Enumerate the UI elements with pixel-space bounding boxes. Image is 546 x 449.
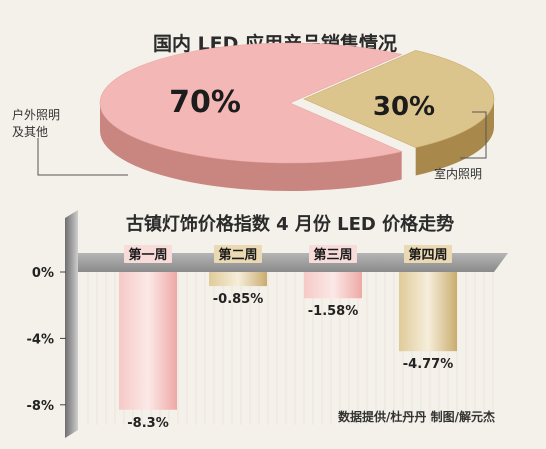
bar-value-label: -8.3%	[127, 416, 168, 431]
pie-legend-outdoor-line1: 户外照明	[12, 107, 60, 122]
pie-slice-side-outdoor	[100, 103, 402, 191]
bar-1	[119, 272, 177, 410]
pie-legend-outdoor-line2: 及其他	[12, 125, 48, 139]
bar-2	[209, 272, 267, 287]
bar-value-label: -0.85%	[213, 292, 264, 307]
week-label: 第二周	[218, 247, 257, 263]
callout-line-indoor	[460, 111, 487, 159]
week-label-bg	[124, 245, 172, 263]
pie-value-label-outdoor: 70%	[169, 85, 241, 120]
bar-value-label: -1.58%	[308, 304, 359, 319]
week-label: 第四周	[408, 247, 447, 263]
week-label-bg	[404, 245, 452, 263]
pie-slice-side-indoor	[415, 99, 494, 176]
pie-chart	[99, 42, 495, 191]
bar-4	[399, 272, 457, 352]
bar-title: 古镇灯饰价格指数 4 月份 LED 价格走势	[126, 213, 454, 235]
bar-value-label: -4.77%	[403, 357, 454, 372]
y-tick-label: -4%	[27, 332, 54, 347]
week-label: 第三周	[313, 247, 352, 263]
x-axis-platform	[78, 253, 508, 272]
y-axis-slab	[65, 210, 78, 438]
pie-value-label-indoor: 30%	[373, 92, 435, 122]
credit-text: 数据提供/杜丹丹 制图/解元杰	[338, 409, 495, 424]
callout-line-outdoor	[37, 138, 128, 176]
y-tick-label: 0%	[32, 266, 54, 281]
pie-slice-outdoor	[99, 42, 403, 164]
y-tick-label: -8%	[27, 399, 54, 414]
bar-chart: 0% -4% -8% 第一周 第二周 第三周 第四周 -8.3% -0.85% -1.58% -…	[27, 210, 508, 438]
week-label-bg	[309, 245, 357, 263]
pie-slice-indoor	[303, 50, 495, 148]
pie-legend-indoor: 室内照明	[434, 166, 482, 181]
bar-3	[304, 272, 362, 299]
week-label-bg	[214, 245, 262, 263]
week-label: 第一周	[128, 247, 167, 263]
